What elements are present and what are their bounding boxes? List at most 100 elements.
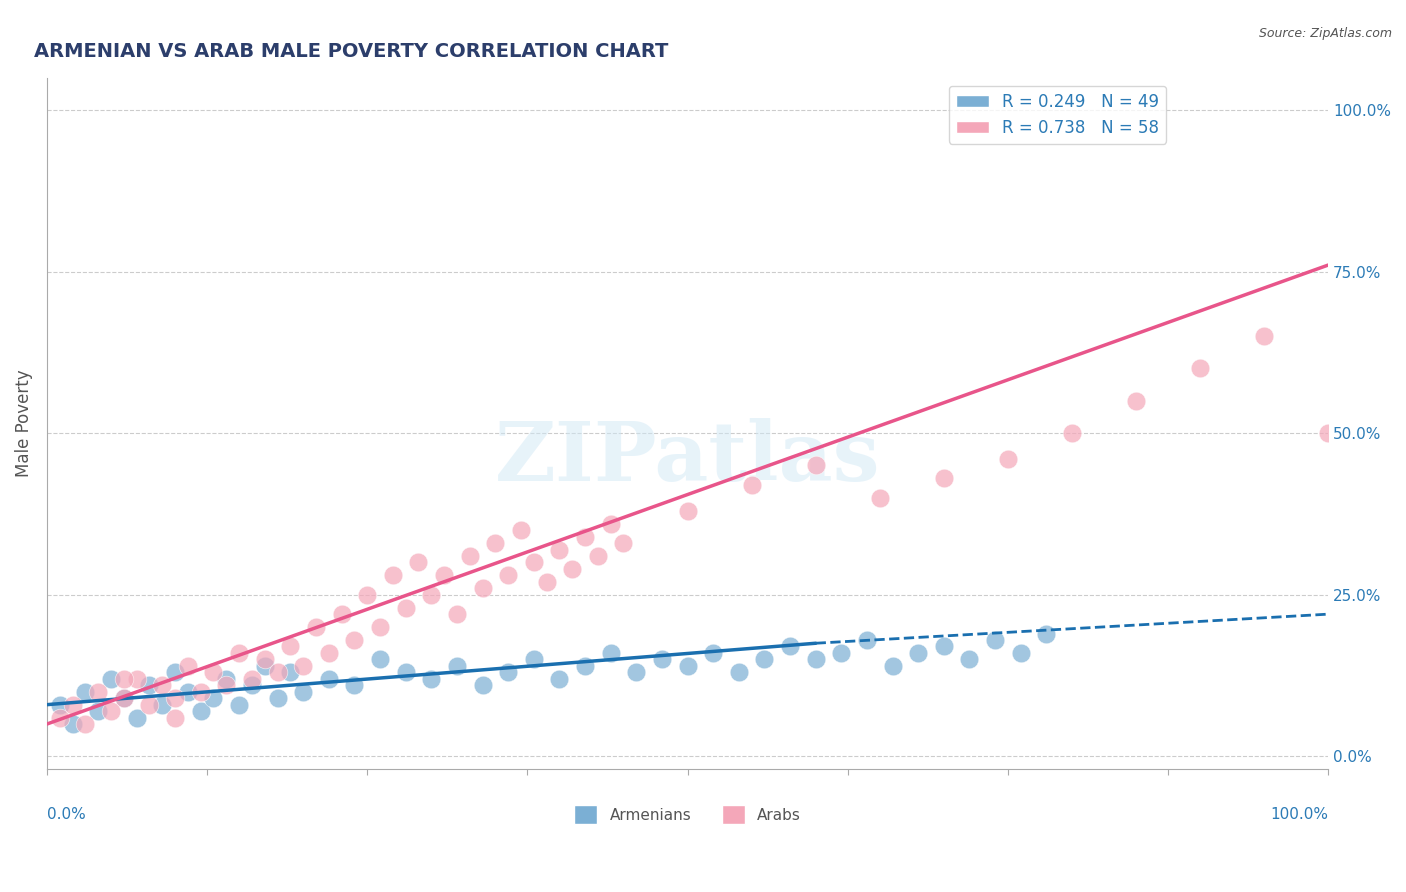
Point bbox=[202, 665, 225, 680]
Point bbox=[266, 691, 288, 706]
Point bbox=[599, 646, 621, 660]
Point bbox=[574, 530, 596, 544]
Point bbox=[561, 562, 583, 576]
Point bbox=[177, 684, 200, 698]
Point bbox=[1188, 361, 1211, 376]
Point bbox=[75, 717, 97, 731]
Point bbox=[856, 633, 879, 648]
Point bbox=[741, 478, 763, 492]
Point bbox=[163, 665, 186, 680]
Point bbox=[446, 658, 468, 673]
Point bbox=[997, 452, 1019, 467]
Point bbox=[356, 588, 378, 602]
Point bbox=[125, 672, 148, 686]
Point bbox=[163, 691, 186, 706]
Point bbox=[48, 698, 70, 712]
Point bbox=[150, 698, 173, 712]
Point bbox=[932, 471, 955, 485]
Point bbox=[240, 678, 263, 692]
Point bbox=[100, 672, 122, 686]
Point bbox=[612, 536, 634, 550]
Point bbox=[87, 684, 110, 698]
Point bbox=[586, 549, 609, 563]
Point bbox=[112, 691, 135, 706]
Point bbox=[228, 698, 250, 712]
Point bbox=[496, 568, 519, 582]
Point bbox=[112, 672, 135, 686]
Point bbox=[548, 542, 571, 557]
Point bbox=[957, 652, 980, 666]
Point bbox=[163, 710, 186, 724]
Point bbox=[278, 665, 301, 680]
Point bbox=[395, 600, 418, 615]
Y-axis label: Male Poverty: Male Poverty bbox=[15, 369, 32, 477]
Point bbox=[446, 607, 468, 622]
Point bbox=[343, 633, 366, 648]
Point bbox=[292, 684, 315, 698]
Point bbox=[484, 536, 506, 550]
Point bbox=[804, 652, 827, 666]
Point bbox=[510, 523, 533, 537]
Point bbox=[112, 691, 135, 706]
Point bbox=[408, 556, 430, 570]
Point bbox=[292, 658, 315, 673]
Point bbox=[754, 652, 776, 666]
Point bbox=[536, 574, 558, 589]
Point bbox=[62, 698, 84, 712]
Point bbox=[676, 658, 699, 673]
Point bbox=[138, 678, 160, 692]
Legend: Armenians, Arabs: Armenians, Arabs bbox=[574, 805, 801, 824]
Point bbox=[253, 652, 276, 666]
Point bbox=[125, 710, 148, 724]
Point bbox=[368, 620, 391, 634]
Point bbox=[907, 646, 929, 660]
Point bbox=[100, 704, 122, 718]
Text: ARMENIAN VS ARAB MALE POVERTY CORRELATION CHART: ARMENIAN VS ARAB MALE POVERTY CORRELATIO… bbox=[34, 42, 668, 61]
Point bbox=[496, 665, 519, 680]
Point bbox=[433, 568, 456, 582]
Point bbox=[368, 652, 391, 666]
Point bbox=[138, 698, 160, 712]
Point bbox=[523, 652, 546, 666]
Point bbox=[87, 704, 110, 718]
Point bbox=[471, 678, 494, 692]
Point bbox=[215, 672, 238, 686]
Text: Source: ZipAtlas.com: Source: ZipAtlas.com bbox=[1258, 27, 1392, 40]
Point bbox=[984, 633, 1007, 648]
Point bbox=[318, 646, 340, 660]
Point bbox=[779, 640, 801, 654]
Point bbox=[1125, 393, 1147, 408]
Point bbox=[202, 691, 225, 706]
Point bbox=[305, 620, 328, 634]
Point bbox=[548, 672, 571, 686]
Point bbox=[395, 665, 418, 680]
Point bbox=[523, 556, 546, 570]
Point bbox=[830, 646, 852, 660]
Point bbox=[62, 717, 84, 731]
Point bbox=[869, 491, 891, 505]
Point bbox=[381, 568, 404, 582]
Point bbox=[228, 646, 250, 660]
Point bbox=[882, 658, 904, 673]
Point bbox=[420, 588, 443, 602]
Point bbox=[651, 652, 673, 666]
Point bbox=[932, 640, 955, 654]
Point bbox=[702, 646, 724, 660]
Text: 0.0%: 0.0% bbox=[46, 807, 86, 822]
Point bbox=[574, 658, 596, 673]
Point bbox=[75, 684, 97, 698]
Point bbox=[190, 704, 212, 718]
Point bbox=[215, 678, 238, 692]
Point bbox=[1253, 329, 1275, 343]
Point bbox=[253, 658, 276, 673]
Text: ZIPatlas: ZIPatlas bbox=[495, 418, 880, 498]
Point bbox=[266, 665, 288, 680]
Point bbox=[1317, 426, 1340, 441]
Text: 100.0%: 100.0% bbox=[1270, 807, 1329, 822]
Point bbox=[150, 678, 173, 692]
Point bbox=[676, 504, 699, 518]
Point bbox=[278, 640, 301, 654]
Point bbox=[177, 658, 200, 673]
Point bbox=[420, 672, 443, 686]
Point bbox=[1010, 646, 1032, 660]
